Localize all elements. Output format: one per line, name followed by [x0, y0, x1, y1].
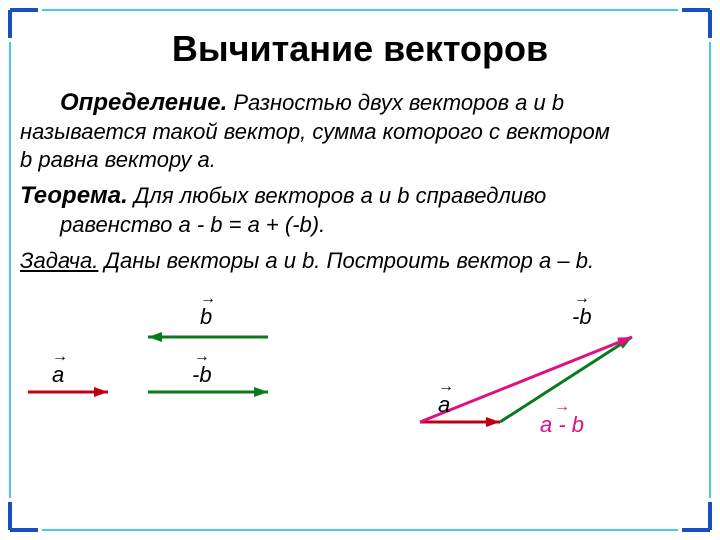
definition-line2: называется такой вектор, сумма которого … [20, 119, 610, 144]
theorem-line1: Для любых векторов a и b справедливо [128, 183, 546, 208]
label-a-right: a→ [438, 392, 450, 418]
definition-paragraph: Определение. Разностью двух векторов a и… [20, 88, 700, 173]
label-negb-right: -b→ [572, 304, 592, 330]
label-b-left: b→ [200, 304, 212, 330]
task-lead: Задача. [20, 248, 98, 273]
page-title: Вычитание векторов [20, 28, 700, 70]
theorem-paragraph: Теорема. Для любых векторов a и b справе… [20, 181, 700, 239]
label-a-left: a→ [52, 362, 64, 388]
label-diff-right: a - b→ [540, 412, 584, 438]
definition-lead: Определение. [60, 89, 227, 116]
vector-diagram: a→ b→ -b→ a→ -b→ a - b→ [20, 282, 700, 472]
label-negb-left: -b→ [192, 362, 212, 388]
definition-line1: Разностью двух векторов a и b [227, 90, 564, 115]
definition-line3: b равна вектору a. [20, 147, 216, 172]
task-body: Даны векторы a и b. Построить вектор a –… [98, 248, 594, 273]
task-paragraph: Задача. Даны векторы a и b. Построить ве… [20, 247, 700, 275]
content-area: Вычитание векторов Определение. Разность… [20, 20, 700, 472]
theorem-line2: равенство a - b = a + (-b). [20, 212, 325, 237]
theorem-lead: Теорема. [20, 182, 128, 209]
